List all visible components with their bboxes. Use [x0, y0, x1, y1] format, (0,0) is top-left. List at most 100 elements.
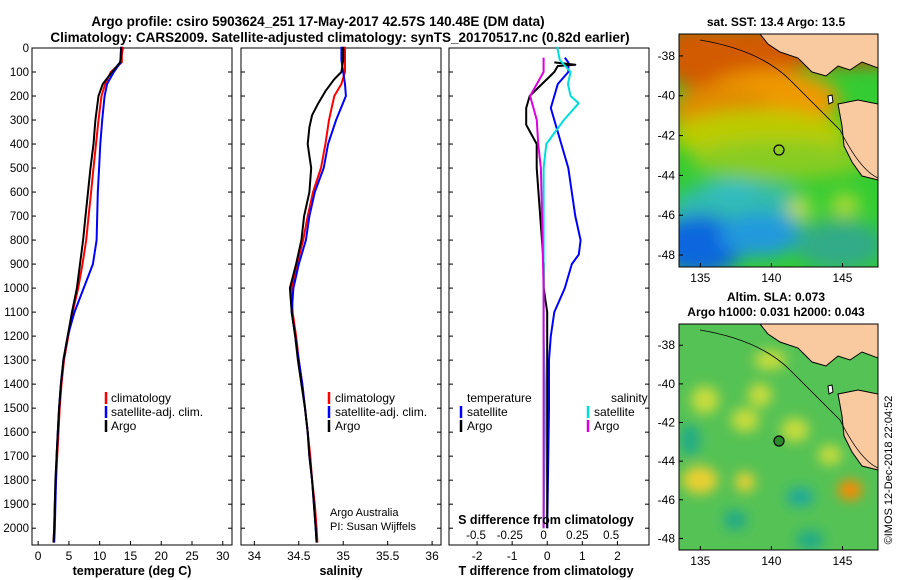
legend-label-climatology: climatology [111, 391, 171, 405]
legend-label-temperature-satellite: satellite [467, 405, 508, 419]
map-y-tick-label: -40 [658, 89, 676, 103]
x-tick-label: 35.5 [376, 549, 400, 563]
x-tick-label-secondary: 0.5 [603, 530, 619, 542]
series-line-temperature-argo [525, 61, 577, 529]
map-y-tick-label: -46 [658, 493, 676, 507]
map-x-tick-label: 145 [832, 271, 852, 285]
y-tick-label: 800 [10, 235, 29, 247]
x-tick-label: 20 [155, 549, 169, 563]
axes-ticks: 0100200300400500600700800900100011001200… [3, 43, 649, 563]
x-tick-label: 1 [579, 549, 586, 563]
credit-pi: PI: Susan Wijffels [330, 521, 416, 533]
y-tick-label: 1800 [3, 475, 29, 487]
y-tick-label: 1300 [3, 355, 29, 367]
tasmania-coast [837, 99, 878, 181]
difference-plot-frame [448, 47, 650, 546]
x-tick-label-secondary: -0.5 [466, 530, 486, 542]
map-y-tick-label: -46 [658, 208, 676, 222]
y-tick-label: 400 [10, 139, 29, 151]
series-line-satellite-adj-clim [290, 46, 347, 543]
x-axis-label-t-difference: T difference from climatology [458, 564, 633, 578]
x-axis-label-temperature: temperature (deg C) [73, 564, 192, 578]
series-line-argo [288, 46, 345, 543]
map-x-tick-label: 140 [761, 271, 781, 285]
sst-map-field [679, 34, 878, 267]
map-y-tick-label: -40 [658, 377, 676, 391]
legend-label-argo: Argo [111, 419, 137, 433]
series-line-satellite-adj-clim [53, 46, 123, 543]
x-axis-label-salinity: salinity [319, 564, 362, 578]
temperature-legend: climatology satellite-adj. clim. Argo [104, 391, 203, 433]
legend-label-satellite: satellite-adj. clim. [111, 405, 203, 419]
x-tick-label: 25 [185, 549, 199, 563]
map-y-tick-label: -44 [658, 454, 676, 468]
legend-label-salinity-argo: Argo [594, 419, 620, 433]
map-y-tick-label: -42 [658, 129, 676, 143]
y-tick-label: 1000 [3, 283, 29, 295]
sla-map-axes: 135 140 145 -38 -40 -42 -44 -46 -48 [658, 338, 853, 568]
x-tick-label: 5 [66, 549, 73, 563]
y-tick-label: 1200 [3, 331, 29, 343]
x-tick-label: -1 [507, 549, 518, 563]
y-tick-label: 1400 [3, 379, 29, 391]
map-y-tick-label: -48 [658, 531, 676, 545]
credit-argo-australia: Argo Australia [330, 507, 399, 519]
difference-legend: temperature salinity satellite Argo sate… [459, 391, 648, 433]
y-tick-label: 1900 [3, 499, 29, 511]
y-tick-label: 100 [10, 67, 29, 79]
map-x-tick-label: 135 [690, 271, 710, 285]
map-x-tick-label: 135 [690, 554, 710, 568]
y-tick-label: 300 [10, 115, 29, 127]
map-y-tick-label: -48 [658, 248, 676, 262]
mainland-coast [759, 324, 878, 367]
sla-map-subtitle: Argo h1000: 0.031 h2000: 0.043 [687, 305, 865, 319]
imos-timestamp: ©IMOS 12-Dec-2018 22:04:52 [883, 396, 895, 545]
y-tick-label: 500 [10, 163, 29, 175]
legend-label-climatology: climatology [335, 391, 395, 405]
legend-label-salinity-satellite: satellite [594, 405, 635, 419]
legend-label-satellite: satellite-adj. clim. [335, 405, 427, 419]
y-tick-label: 600 [10, 187, 29, 199]
y-tick-label: 900 [10, 259, 29, 271]
x-tick-label: -2 [472, 549, 483, 563]
argo-float-marker [773, 144, 785, 156]
x-axis-label-s-difference: S difference from climatology [458, 513, 634, 527]
legend-title-salinity: salinity [611, 391, 648, 405]
x-tick-label: 2 [614, 549, 621, 563]
y-tick-label: 1100 [4, 307, 29, 319]
map-x-tick-label: 145 [832, 554, 852, 568]
y-tick-label: 2000 [3, 523, 29, 535]
x-tick-label-secondary: 0.25 [566, 530, 588, 542]
y-tick-label: 200 [10, 91, 29, 103]
y-tick-label: 700 [10, 211, 29, 223]
series-line-salinity-argo [529, 57, 545, 529]
mainland-coast [759, 34, 878, 77]
legend-label-temperature-argo: Argo [467, 419, 493, 433]
series-line-argo [52, 46, 123, 543]
sla-map-title: Altim. SLA: 0.073 [727, 290, 825, 304]
salinity-plot-frame [240, 47, 442, 546]
x-tick-label: 15 [124, 549, 138, 563]
x-tick-label: 35 [337, 549, 351, 563]
legend-label-argo: Argo [335, 419, 361, 433]
temperature-plot-frame [31, 47, 233, 546]
series-line-climatology [52, 46, 125, 543]
x-tick-label: 10 [93, 549, 107, 563]
x-tick-label: 36 [425, 549, 439, 563]
tasmania-coast [837, 389, 878, 471]
x-tick-label-secondary: -0.25 [497, 530, 523, 542]
sst-map-axes: 135 140 145 -38 -40 -42 -44 -46 -48 [658, 49, 853, 285]
map-y-tick-label: -42 [658, 416, 676, 430]
profile-series [52, 46, 582, 543]
y-tick-label: 1600 [3, 427, 29, 439]
x-tick-label: 30 [216, 549, 230, 563]
map-y-tick-label: -38 [658, 338, 676, 352]
y-tick-label: 1700 [3, 451, 29, 463]
x-tick-label: 34.5 [287, 549, 311, 563]
legend-title-temperature: temperature [467, 391, 532, 405]
sst-map-title: sat. SST: 13.4 Argo: 13.5 [707, 15, 846, 29]
map-y-tick-label: -38 [658, 49, 676, 63]
x-tick-label: 34 [248, 549, 262, 563]
y-tick-label: 1500 [3, 403, 29, 415]
